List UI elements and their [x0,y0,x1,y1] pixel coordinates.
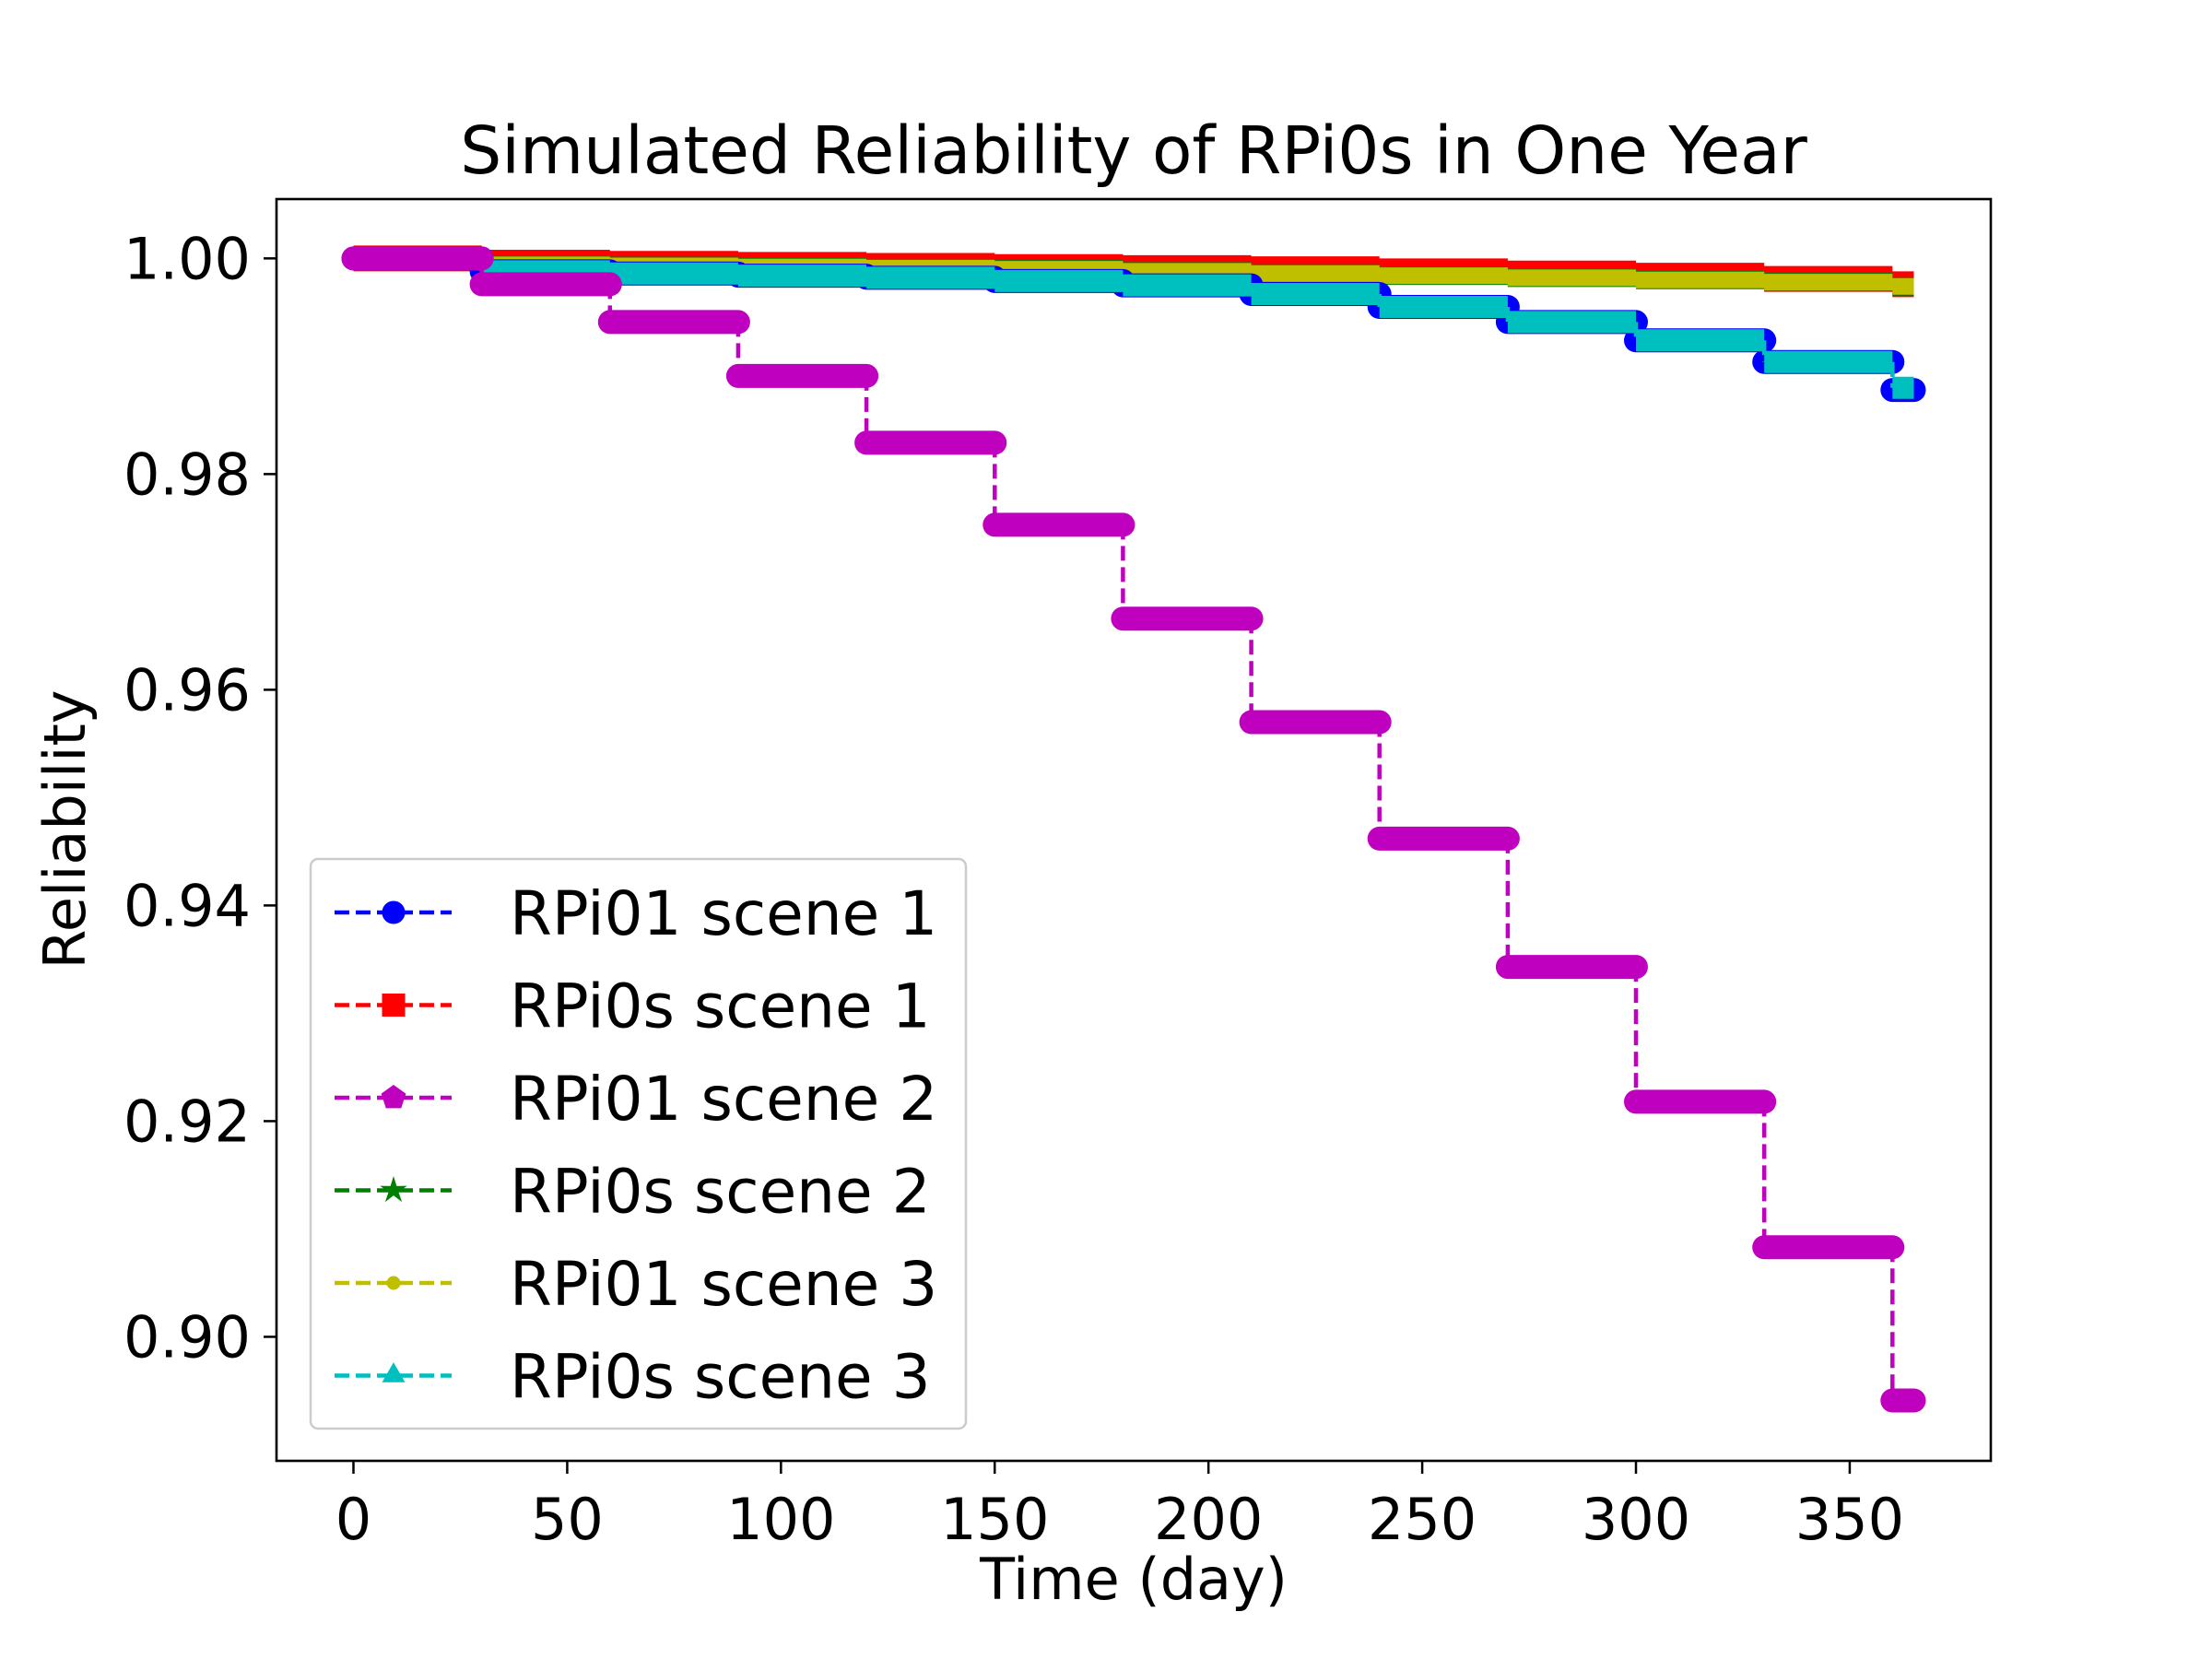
chart-title: Simulated Reliability of RPi0s in One Ye… [460,112,1807,189]
y-tick-label: 1.00 [124,225,251,292]
legend-label: RPi01 scene 1 [510,878,937,949]
y-tick-label: 0.90 [124,1303,251,1371]
legend-item: RPi0s scene 1 [335,971,931,1042]
legend-label: RPi0s scene 2 [510,1157,931,1228]
x-tick-label: 0 [335,1486,371,1553]
axes-frame [275,197,1993,1463]
plot-area [341,245,1926,1413]
legend-marker [386,1276,401,1290]
x-tick-label: 100 [726,1486,835,1553]
legend-item: RPi01 scene 2 [335,1064,937,1135]
series-step-band [341,246,1926,1413]
axes: 0 50 100 150 200 250 300 350 0.90 0.92 0.94 0.96 0.9… [124,225,1904,1553]
legend-marker [382,900,406,924]
legend-marker [382,1362,406,1382]
legend-marker [380,1176,407,1203]
y-tick-label: 0.94 [124,872,251,939]
legend-marker [381,1084,406,1109]
x-tick-label: 200 [1154,1486,1263,1553]
series-drop-lines [479,258,1895,1401]
series-rpi01-scene-2 [341,246,1926,1413]
legend-label: RPi0s scene 3 [510,1342,931,1413]
legend-item: RPi0s scene 2 [335,1157,931,1228]
y-tick-label: 0.98 [124,441,251,508]
y-axis-label: Reliability [31,690,99,970]
legend-item: RPi01 scene 3 [335,1249,937,1320]
legend-box [309,857,968,1430]
legend-label: RPi0s scene 1 [510,971,931,1042]
legend-item: RPi01 scene 1 [335,878,937,949]
legend-marker [382,994,406,1017]
x-tick-label: 300 [1582,1486,1690,1553]
x-tick-label: 150 [940,1486,1049,1553]
x-tick-label: 250 [1368,1486,1477,1553]
legend-label: RPi01 scene 2 [510,1064,937,1135]
x-tick-label: 350 [1795,1486,1904,1553]
legend-label: RPi01 scene 3 [510,1249,937,1320]
x-axis-label: Time (day) [979,1546,1288,1613]
x-tick-label: 50 [531,1486,604,1553]
y-tick-label: 0.96 [124,656,251,724]
y-tick-label: 0.92 [124,1088,251,1155]
legend-item: RPi0s scene 3 [335,1342,931,1413]
legend: RPi01 scene 1 RPi0s scene 1 RPi01 scene 2 R… [309,857,968,1430]
